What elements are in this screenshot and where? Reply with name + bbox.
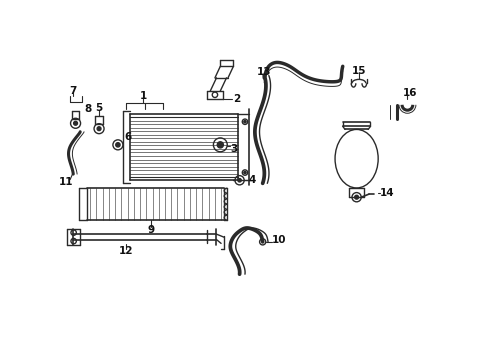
Text: 6: 6 (124, 132, 131, 142)
Circle shape (116, 143, 120, 147)
Text: 4: 4 (249, 175, 256, 185)
Circle shape (238, 179, 241, 182)
Text: 3: 3 (230, 144, 238, 154)
Text: 7: 7 (70, 86, 77, 96)
Circle shape (74, 121, 77, 125)
Text: 5: 5 (96, 103, 103, 113)
Text: 11: 11 (59, 177, 74, 187)
Circle shape (355, 195, 359, 199)
Circle shape (244, 171, 246, 174)
Text: 13: 13 (257, 67, 271, 77)
Text: 15: 15 (352, 66, 366, 76)
Circle shape (244, 121, 246, 123)
Text: 14: 14 (380, 188, 394, 198)
Circle shape (97, 127, 101, 131)
Text: 12: 12 (119, 246, 133, 256)
Text: 1: 1 (140, 91, 147, 100)
Text: 8: 8 (84, 104, 91, 114)
Text: 16: 16 (403, 88, 418, 98)
Text: 9: 9 (147, 225, 154, 235)
Text: 2: 2 (233, 94, 241, 104)
Text: 10: 10 (272, 235, 287, 245)
Circle shape (217, 142, 223, 148)
